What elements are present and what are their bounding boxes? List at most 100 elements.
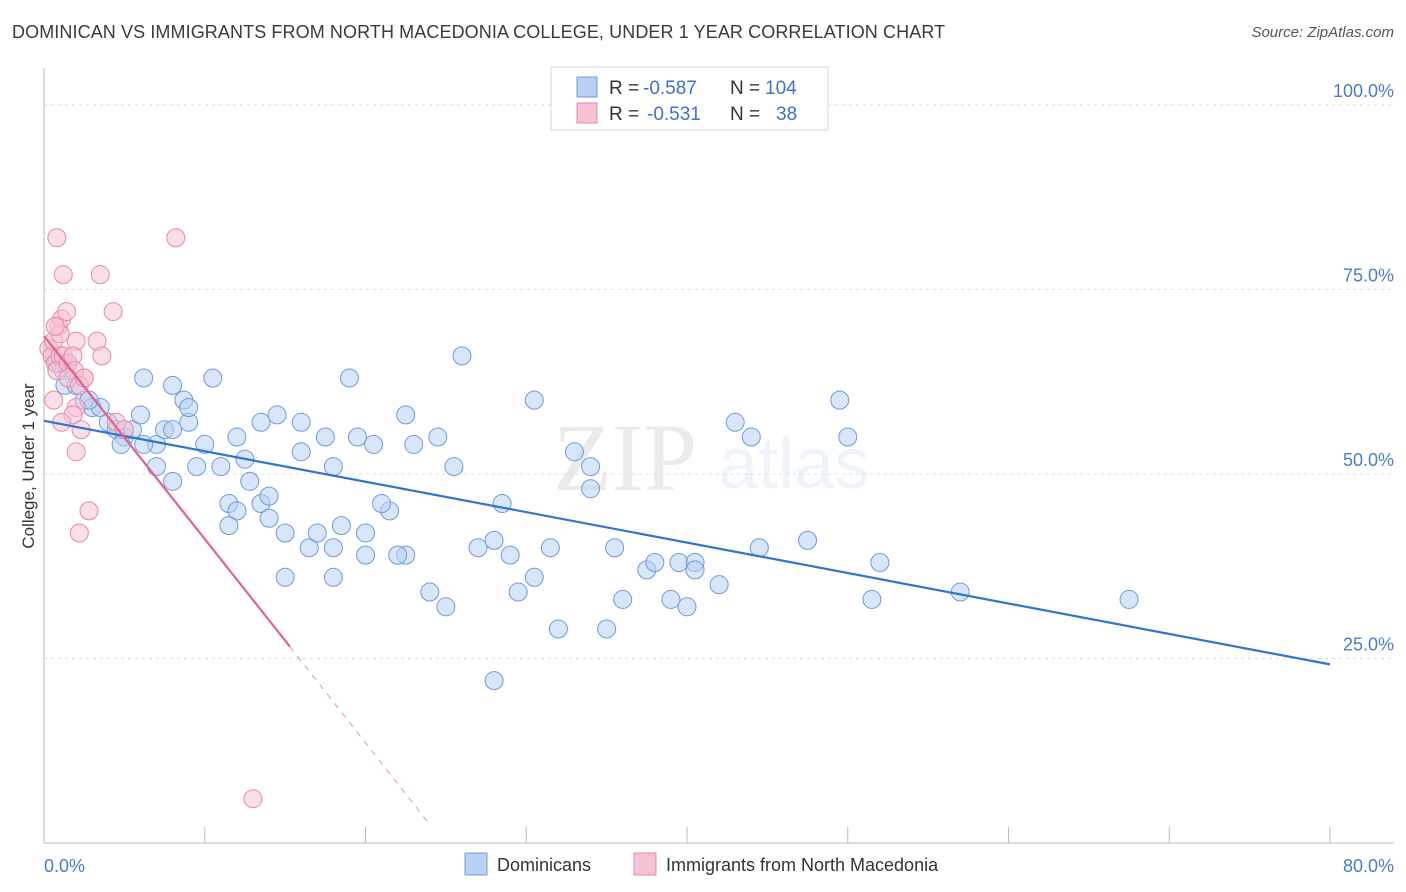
point-macedonia xyxy=(90,265,110,285)
point-dominican xyxy=(356,545,375,565)
point-dominican xyxy=(452,346,472,366)
legend-swatch-macedonia xyxy=(576,102,598,124)
point-dominican xyxy=(134,368,154,388)
data-points xyxy=(39,228,1139,809)
point-dominican xyxy=(484,530,504,550)
point-dominican xyxy=(484,671,504,691)
point-macedonia xyxy=(57,302,77,322)
point-dominican xyxy=(862,589,882,609)
point-macedonia xyxy=(166,228,186,248)
point-dominican xyxy=(685,560,705,580)
chart-source: Source: ZipAtlas.com xyxy=(1251,24,1394,41)
legend-n-value-1: 104 xyxy=(765,78,797,99)
point-dominican xyxy=(508,582,528,602)
point-dominican xyxy=(147,457,167,477)
point-dominican xyxy=(331,516,351,536)
point-dominican xyxy=(388,545,408,565)
legend-r-value-1: -0.587 xyxy=(643,78,697,99)
point-dominican xyxy=(725,412,745,432)
point-macedonia xyxy=(243,789,263,809)
point-dominican xyxy=(323,538,343,558)
point-dominican xyxy=(315,427,335,447)
point-dominican xyxy=(259,486,279,506)
point-dominican xyxy=(741,427,761,447)
point-dominican xyxy=(420,582,440,602)
point-dominican xyxy=(323,567,343,587)
x-tick-label: 0.0% xyxy=(44,856,85,876)
point-dominican xyxy=(436,597,456,617)
point-dominican xyxy=(605,538,625,558)
y-tick-label: 50.0% xyxy=(1343,450,1394,470)
point-dominican xyxy=(709,575,729,595)
point-dominican xyxy=(163,420,183,440)
point-macedonia xyxy=(92,346,112,366)
point-dominican xyxy=(356,523,375,543)
point-dominican xyxy=(468,538,488,558)
x-tick-label: 80.0% xyxy=(1343,856,1394,876)
point-dominican xyxy=(645,553,665,573)
point-dominican xyxy=(307,523,327,543)
point-dominican xyxy=(524,390,544,410)
bottom-legend-swatch-macedonia xyxy=(633,852,657,876)
trend-line-dominicans xyxy=(43,419,1331,666)
point-dominican xyxy=(227,501,247,521)
bottom-legend-swatch-dominicans xyxy=(464,852,488,876)
point-macedonia xyxy=(53,265,73,285)
point-dominican xyxy=(500,545,520,565)
x-ticks xyxy=(204,827,1331,843)
point-dominican xyxy=(130,405,150,425)
legend-swatch-dominicans xyxy=(576,76,598,98)
point-macedonia xyxy=(47,228,67,248)
point-dominican xyxy=(259,508,279,528)
bottom-legend-label-macedonia: Immigrants from North Macedonia xyxy=(666,855,939,875)
point-dominican xyxy=(163,375,183,395)
point-dominican xyxy=(581,457,601,477)
point-dominican xyxy=(364,434,384,454)
point-dominican xyxy=(524,567,544,587)
point-dominican xyxy=(240,471,260,491)
point-dominican xyxy=(661,589,681,609)
point-dominican xyxy=(444,457,464,477)
y-tick-label: 75.0% xyxy=(1343,265,1394,285)
point-dominican xyxy=(323,457,343,477)
point-dominican xyxy=(428,427,448,447)
point-dominican xyxy=(347,427,367,447)
point-dominican xyxy=(275,567,295,587)
point-dominican xyxy=(669,553,689,573)
point-dominican xyxy=(211,457,231,477)
correlation-legend: R = -0.587 N = 104 R = -0.531 N = 38 xyxy=(550,66,829,131)
point-dominican xyxy=(396,405,416,425)
legend-r-value-2: -0.531 xyxy=(647,104,701,125)
series-legend: Dominicans Immigrants from North Macedon… xyxy=(464,852,939,876)
point-dominican xyxy=(404,434,424,454)
point-dominican xyxy=(251,412,271,432)
point-macedonia xyxy=(103,302,123,322)
point-macedonia xyxy=(44,390,64,410)
point-dominican xyxy=(219,516,239,536)
point-dominican xyxy=(163,471,183,491)
point-dominican xyxy=(372,493,392,513)
point-dominican xyxy=(581,479,601,499)
chart-title: DOMINICAN VS IMMIGRANTS FROM NORTH MACED… xyxy=(12,22,946,42)
point-dominican xyxy=(227,427,247,447)
point-dominican xyxy=(677,597,697,617)
point-macedonia xyxy=(66,442,86,462)
legend-r-label-1: R = xyxy=(609,78,639,99)
point-dominican xyxy=(291,442,311,462)
bottom-legend-label-dominicans: Dominicans xyxy=(497,855,591,875)
point-dominican xyxy=(299,538,319,558)
trend-line-macedonia-extension xyxy=(289,646,431,825)
point-dominican xyxy=(275,523,295,543)
point-dominican xyxy=(540,538,560,558)
y-tick-label: 25.0% xyxy=(1343,634,1394,654)
point-dominican xyxy=(291,412,311,432)
y-tick-labels: 25.0% 50.0% 75.0% 100.0% xyxy=(1333,81,1394,655)
legend-n-label-1: N = xyxy=(730,78,760,99)
legend-n-label-2: N = xyxy=(730,104,760,125)
point-dominican xyxy=(830,390,850,410)
y-tick-label: 100.0% xyxy=(1333,81,1394,101)
point-dominican xyxy=(339,368,359,388)
legend-r-label-2: R = xyxy=(609,104,639,125)
point-dominican xyxy=(597,619,617,639)
